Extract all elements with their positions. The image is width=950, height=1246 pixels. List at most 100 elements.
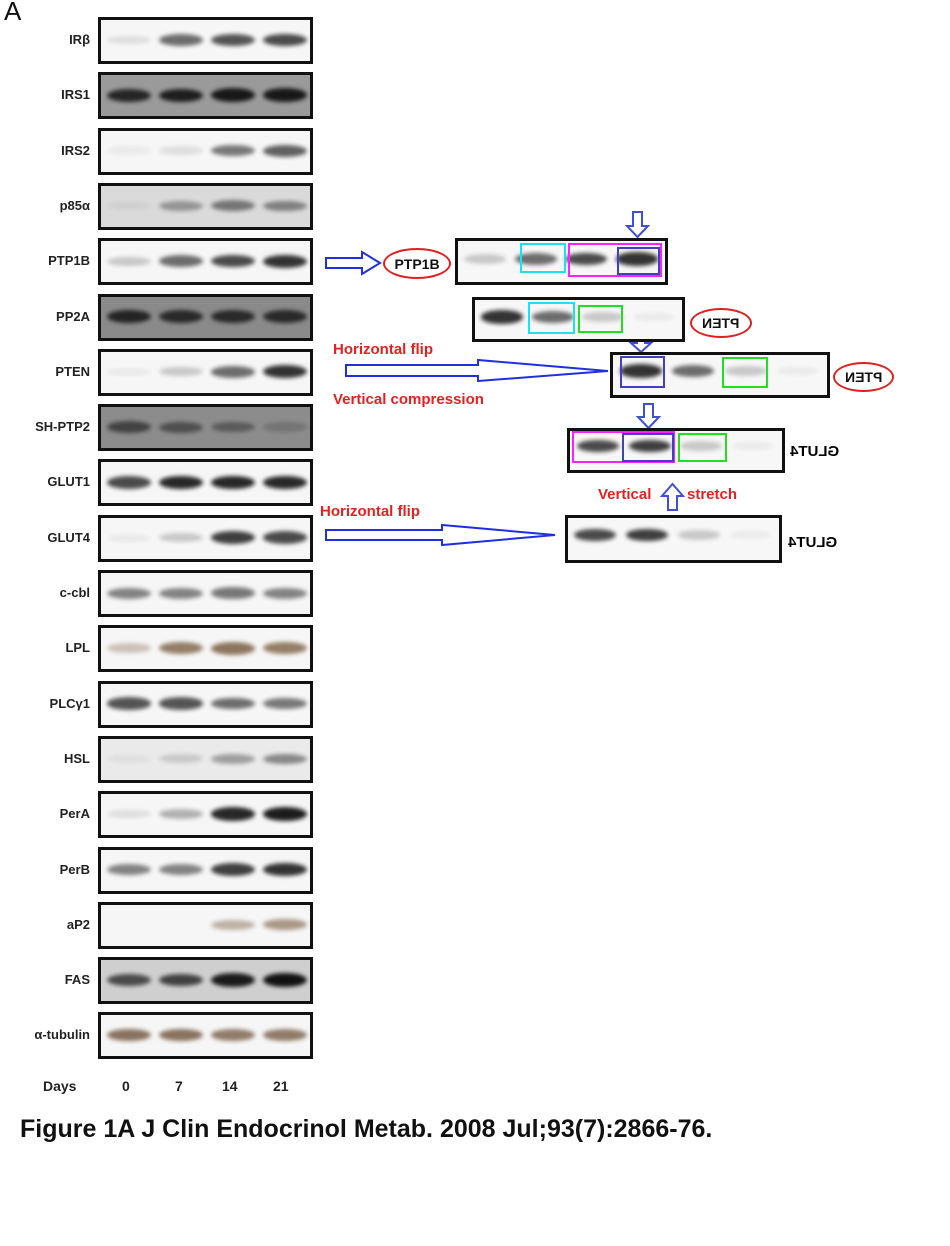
band: [211, 642, 255, 655]
band: [724, 366, 767, 376]
up-arrow-icon: [659, 482, 686, 511]
band: [107, 973, 151, 987]
down-arrow-icon: [624, 211, 651, 239]
band: [263, 200, 307, 212]
blot-14: [98, 791, 313, 839]
blot-label: GLUT1: [47, 474, 90, 490]
blot-4: [98, 238, 313, 286]
long-arrow-icon: [345, 358, 609, 383]
band: [628, 439, 671, 453]
band: [263, 587, 307, 599]
band: [263, 422, 307, 432]
band: [107, 476, 151, 489]
pten-mirrored-text: PTEN: [844, 369, 883, 385]
band: [159, 697, 203, 710]
green-highlight-box: [678, 433, 727, 462]
band: [211, 807, 255, 821]
blot-6: [98, 348, 313, 396]
band: [159, 587, 203, 599]
blue-highlight-box: [620, 356, 665, 388]
band: [211, 919, 255, 930]
band: [263, 254, 307, 268]
blue-highlight-box: [617, 247, 660, 275]
band: [211, 421, 255, 433]
days-label: Days: [43, 1078, 77, 1094]
glut4-mirrored-label-2: GLUT4: [788, 534, 838, 551]
band: [107, 809, 151, 819]
figure-caption: Figure 1A J Clin Endocrinol Metab. 2008 …: [20, 1115, 713, 1143]
band: [574, 528, 617, 542]
band: [211, 475, 255, 490]
band: [211, 144, 255, 157]
cyan-highlight-box: [520, 243, 566, 273]
day-14: 14: [222, 1078, 238, 1094]
right-arrow-icon: [325, 250, 382, 276]
band: [263, 88, 307, 103]
band: [107, 421, 151, 433]
blot-label: PP2A: [56, 308, 90, 324]
day-0: 0: [122, 1078, 130, 1094]
band: [211, 587, 255, 599]
band: [159, 1029, 203, 1042]
blot-label: IRβ: [69, 32, 90, 47]
day-21: 21: [273, 1078, 289, 1094]
blot-8: [98, 459, 313, 507]
blot-16: [98, 901, 313, 949]
band: [107, 1029, 151, 1042]
blot-7: [98, 404, 313, 452]
band: [263, 697, 307, 710]
blot-3: [98, 182, 313, 230]
band: [677, 530, 720, 540]
band: [263, 475, 307, 490]
stretch-text: stretch: [687, 486, 738, 503]
band: [263, 144, 307, 157]
band: [263, 531, 307, 544]
blot-12: [98, 680, 313, 728]
panel-letter: A: [4, 0, 22, 26]
band: [263, 862, 307, 877]
blot-5: [98, 293, 313, 341]
blot-label: aP2: [66, 916, 90, 932]
band: [626, 528, 669, 542]
blot-label: GLUT4: [47, 529, 90, 545]
band: [107, 697, 151, 710]
green-highlight-box: [722, 357, 768, 388]
band: [107, 643, 151, 654]
band: [159, 973, 203, 987]
band: [107, 146, 151, 155]
blot-0: [98, 17, 313, 64]
band: [211, 365, 255, 378]
blue-highlight-box: [622, 433, 674, 462]
vertical-text: Vertical: [598, 486, 652, 503]
band: [107, 367, 151, 376]
glut4-flipped-blot: [565, 515, 782, 563]
pten-compressed-blot: [610, 352, 830, 398]
blot-label: HSL: [64, 750, 90, 766]
down-arrow-icon: [635, 403, 662, 430]
blot-11: [98, 625, 313, 673]
long-arrow-icon: [325, 523, 556, 547]
band: [159, 421, 203, 433]
band: [211, 254, 255, 268]
blot-15: [98, 846, 313, 894]
band: [159, 809, 203, 820]
band: [107, 309, 151, 324]
band: [159, 864, 203, 875]
band: [107, 587, 151, 599]
blot-label: SH-PTP2: [35, 419, 90, 435]
band: [211, 863, 255, 876]
band: [263, 919, 307, 931]
band: [263, 33, 307, 47]
band: [672, 365, 715, 377]
band: [582, 312, 625, 322]
blot-17: [98, 957, 313, 1005]
band: [107, 201, 151, 211]
blot-label: PTP1B: [48, 253, 90, 269]
blot-1: [98, 72, 313, 120]
band: [211, 753, 255, 764]
band: [107, 864, 151, 875]
ptp1b-extracted-blot: [455, 238, 668, 285]
band: [565, 252, 608, 266]
band: [159, 88, 203, 102]
pten-ellipse-label-2: PTEN: [833, 362, 894, 392]
